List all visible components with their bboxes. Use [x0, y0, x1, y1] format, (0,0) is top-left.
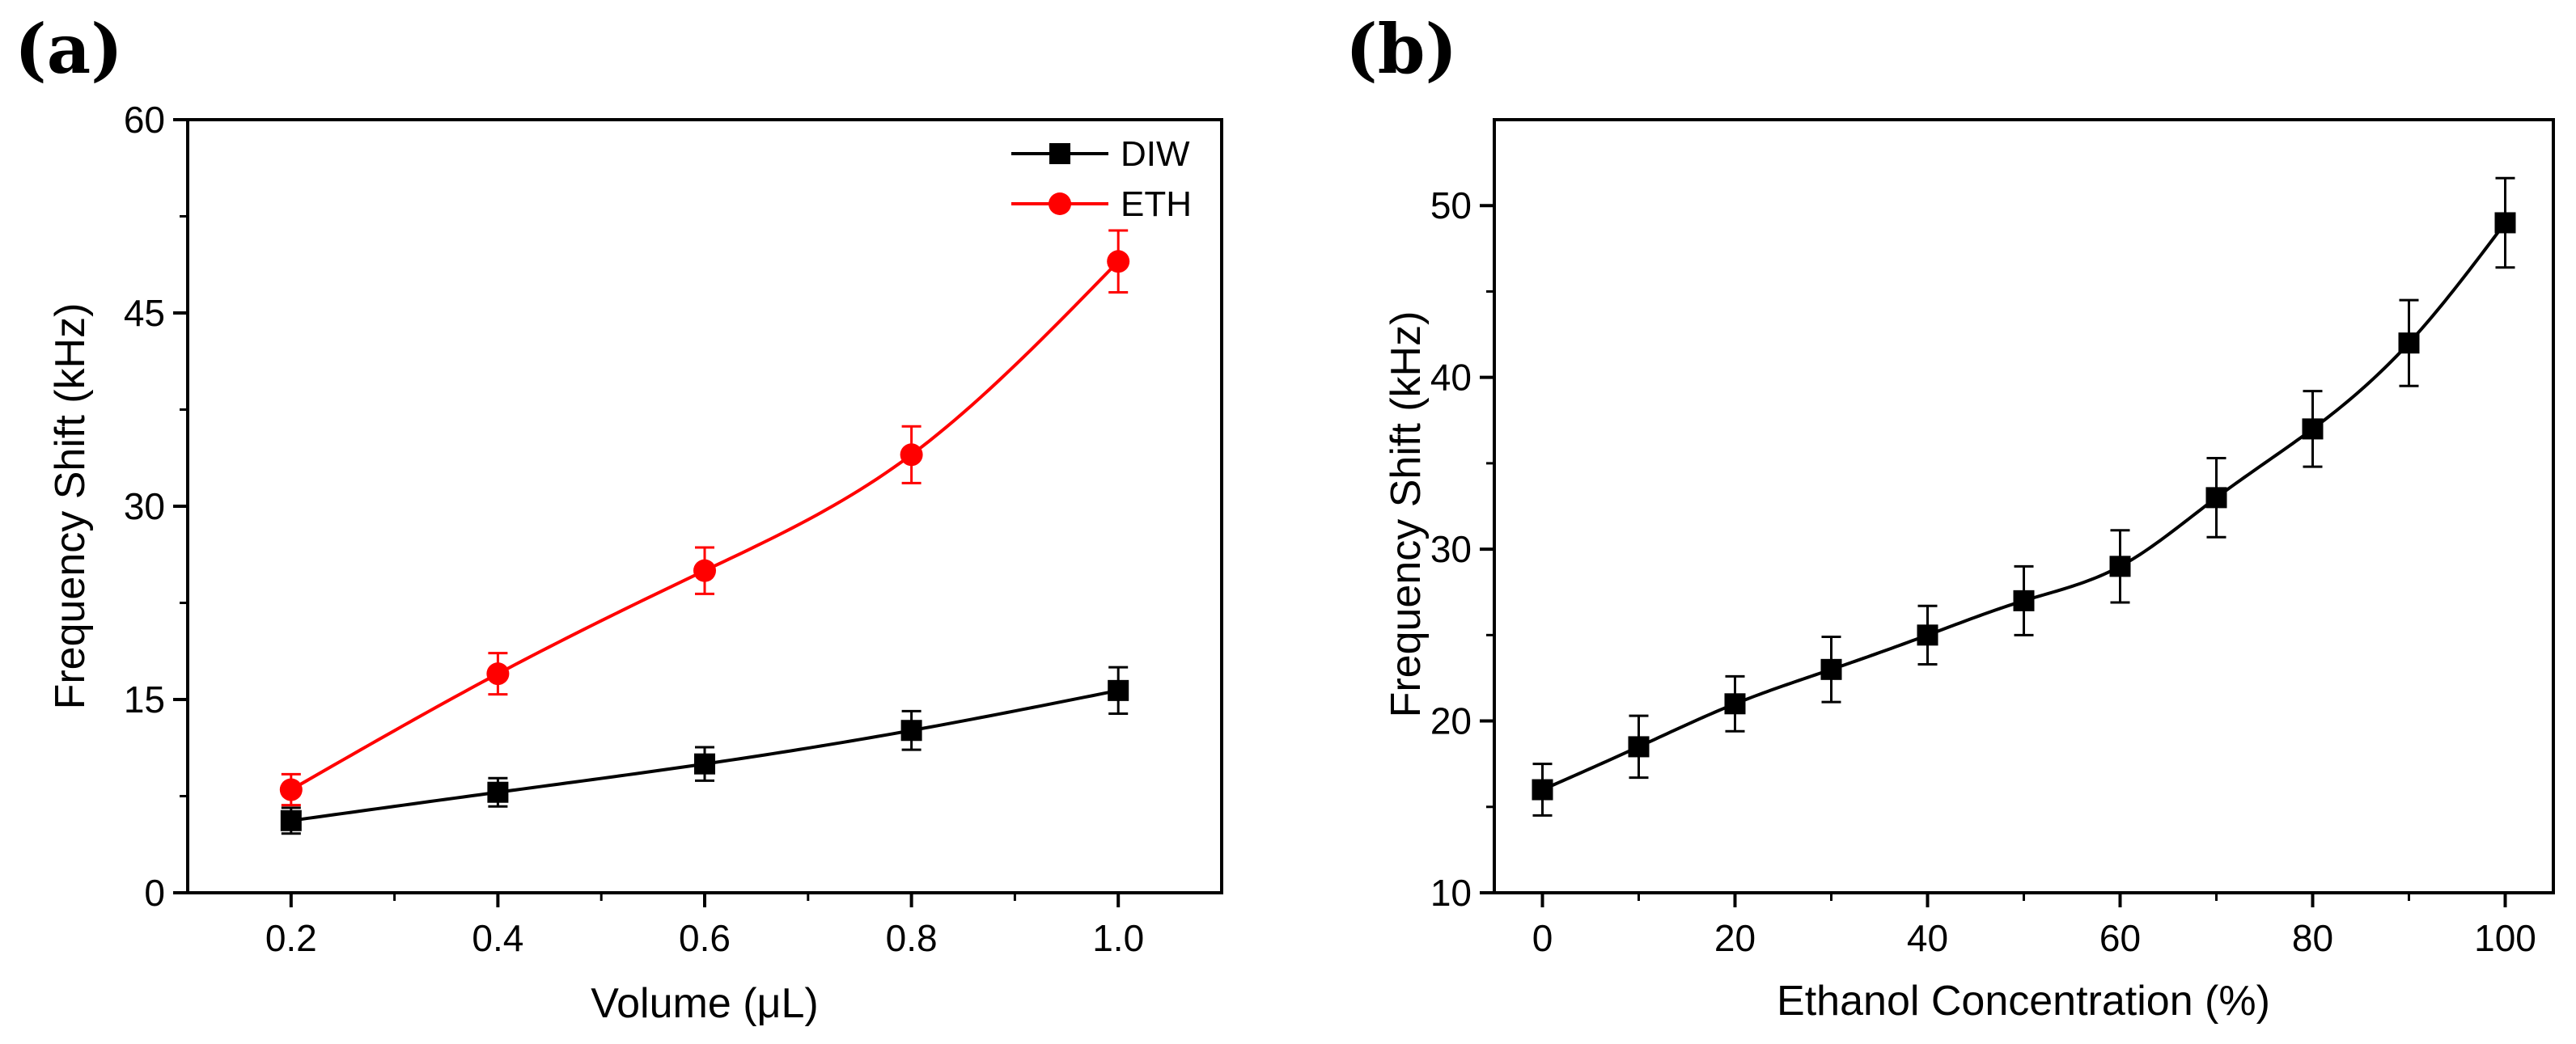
x-tick-label: 0.2 — [265, 917, 317, 959]
panel-b-ticks — [1480, 204, 2507, 907]
data-point-series-0 — [1532, 779, 1553, 801]
x-tick-label: 0.8 — [886, 917, 938, 959]
y-tick-label: 45 — [124, 292, 165, 334]
panel-a-letter: (a) — [15, 9, 123, 89]
data-point-series-0 — [2302, 418, 2324, 440]
y-tick-label: 10 — [1430, 872, 1472, 914]
x-tick-label: 80 — [2292, 917, 2333, 959]
panel-a-y-axis-title: Frequency Shift (kHz) — [47, 303, 94, 710]
panel-b-letter: (b) — [1345, 9, 1457, 89]
data-point-eth — [1107, 250, 1130, 273]
series-line-series-0 — [1541, 222, 2507, 792]
y-tick-label: 20 — [1430, 700, 1472, 742]
data-point-series-0 — [1724, 693, 1746, 715]
data-point-series-0 — [2205, 487, 2227, 509]
y-tick-label: 15 — [124, 678, 165, 721]
legend-label-eth: ETH — [1121, 184, 1192, 224]
legend-marker-eth — [1049, 192, 1071, 215]
panel-b-series — [1532, 176, 2516, 817]
data-point-diw — [487, 781, 509, 803]
data-point-series-0 — [1628, 736, 1650, 758]
x-tick-label: 0.4 — [472, 917, 523, 959]
x-tick-label: 20 — [1714, 917, 1756, 959]
x-tick-label: 100 — [2474, 917, 2536, 959]
panel-b: (b) 0 20 40 60 80 100 10 20 30 40 50 Eth… — [1345, 9, 2555, 1025]
data-point-eth — [900, 443, 923, 467]
data-point-diw — [694, 753, 715, 775]
data-point-diw — [1108, 679, 1129, 701]
panel-b-y-axis-title: Frequency Shift (kHz) — [1383, 311, 1430, 718]
data-point-eth — [486, 662, 510, 686]
x-tick-label: 0.6 — [679, 917, 731, 959]
legend-label-diw: DIW — [1121, 134, 1190, 174]
panel-b-x-tick-labels: 0 20 40 60 80 100 — [1532, 917, 2536, 959]
y-tick-label: 30 — [1430, 528, 1472, 570]
panel-b-x-axis-title: Ethanol Concentration (%) — [1777, 978, 2270, 1025]
data-point-series-0 — [2494, 212, 2516, 234]
data-point-series-0 — [2398, 332, 2420, 354]
data-point-eth — [279, 778, 303, 801]
y-tick-label: 30 — [124, 485, 165, 527]
y-tick-label: 40 — [1430, 357, 1472, 399]
y-tick-label: 60 — [124, 99, 165, 141]
panel-b-plot-frame — [1493, 118, 2555, 894]
data-point-eth — [693, 559, 716, 582]
data-point-series-0 — [1820, 658, 1842, 680]
x-tick-label: 0 — [1532, 917, 1553, 959]
x-tick-label: 1.0 — [1092, 917, 1144, 959]
y-tick-label: 50 — [1430, 184, 1472, 226]
panel-a-legend: DIW ETH — [1011, 134, 1192, 224]
panel-a: (a) 0.2 0.4 0.6 0.8 1.0 0 15 30 45 60 Vo… — [15, 9, 1223, 1027]
legend-marker-diw — [1049, 143, 1070, 164]
x-tick-label: 40 — [1907, 917, 1948, 959]
panel-b-y-tick-labels: 10 20 30 40 50 — [1430, 184, 1472, 914]
data-point-diw — [900, 720, 922, 742]
x-tick-label: 60 — [2099, 917, 2141, 959]
panel-a-y-tick-labels: 0 15 30 45 60 — [124, 99, 165, 914]
series-line-eth — [290, 260, 1120, 792]
panel-a-ticks — [173, 118, 1121, 907]
panel-a-series — [279, 229, 1130, 835]
panel-a-x-tick-labels: 0.2 0.4 0.6 0.8 1.0 — [265, 917, 1144, 959]
data-point-series-0 — [1917, 624, 1938, 646]
data-point-series-0 — [2109, 556, 2131, 577]
panel-a-x-axis-title: Volume (μL) — [591, 980, 818, 1027]
y-tick-label: 0 — [144, 872, 165, 914]
data-point-series-0 — [2013, 590, 2035, 611]
data-point-diw — [280, 809, 302, 831]
